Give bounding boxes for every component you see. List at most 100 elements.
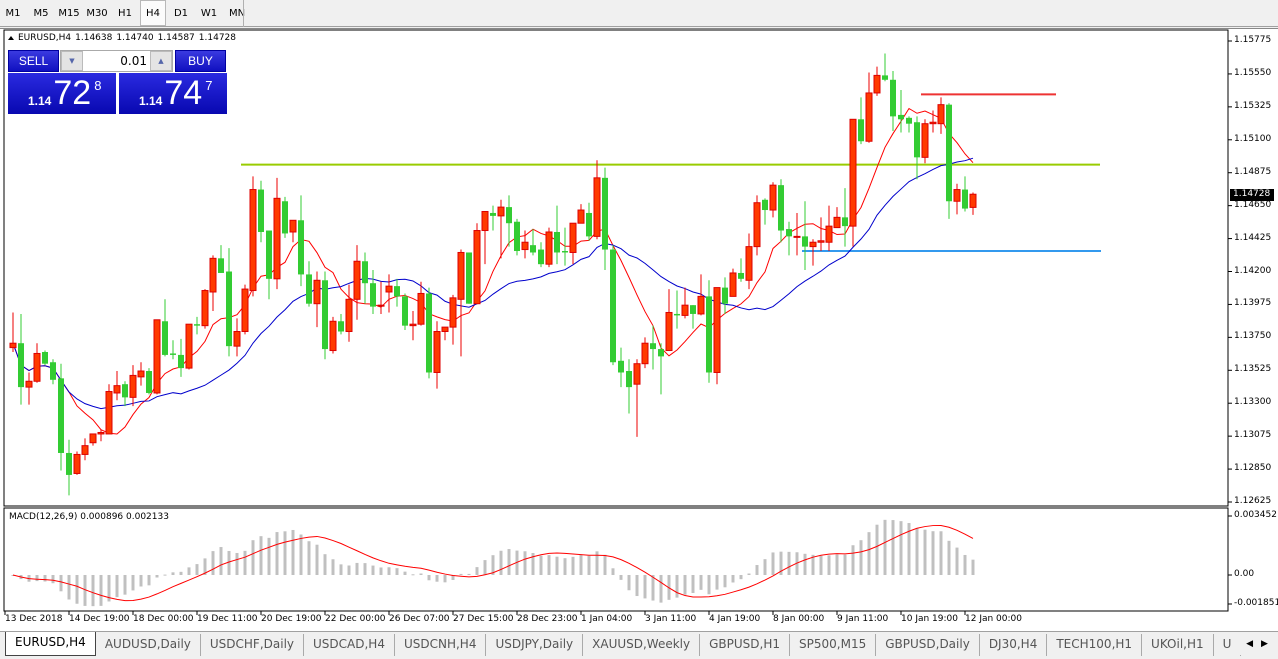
timeframe-m15[interactable]: M15 bbox=[58, 7, 80, 19]
candle-body bbox=[58, 378, 64, 453]
macd-histogram-bar bbox=[771, 552, 775, 575]
candle-body bbox=[690, 305, 696, 314]
macd-histogram-bar bbox=[139, 575, 143, 587]
timeframe-m1[interactable]: M1 bbox=[5, 7, 21, 19]
price-tick-label: 1.14200 bbox=[1234, 265, 1272, 276]
scroll-right-icon[interactable]: ▶ bbox=[1261, 639, 1268, 649]
lot-decrease-icon[interactable]: ▼ bbox=[61, 51, 83, 71]
macd-histogram-bar bbox=[259, 536, 263, 575]
candle-body bbox=[194, 324, 200, 326]
macd-histogram-bar bbox=[483, 560, 487, 575]
macd-histogram-bar bbox=[787, 551, 791, 575]
timeframe-h1[interactable]: H1 bbox=[118, 7, 132, 19]
chart-tab[interactable]: UKOil,H1 bbox=[1142, 634, 1214, 656]
macd-panel-frame bbox=[3, 507, 1229, 612]
candle-body bbox=[426, 293, 432, 373]
macd-histogram-bar bbox=[563, 558, 567, 575]
candle-body bbox=[706, 296, 712, 373]
timeframe-mn[interactable]: MN bbox=[228, 7, 246, 19]
candle-body bbox=[402, 296, 408, 326]
candle-body bbox=[241, 288, 249, 333]
timeframe-m30[interactable]: M30 bbox=[86, 7, 108, 19]
lot-increase-icon[interactable]: ▲ bbox=[150, 51, 172, 71]
sell-button[interactable]: SELL bbox=[8, 50, 59, 72]
chart-tab[interactable]: GBPUSD,H1 bbox=[700, 634, 791, 656]
price-tick-label: 1.13300 bbox=[1234, 397, 1272, 408]
macd-histogram-bar bbox=[651, 575, 655, 601]
candle-body bbox=[490, 212, 496, 216]
candle-body bbox=[937, 104, 945, 125]
timeframe-h4[interactable]: H4 bbox=[140, 0, 166, 26]
macd-label: MACD(12,26,9) 0.000896 0.002133 bbox=[9, 512, 169, 522]
candle-body bbox=[586, 212, 592, 237]
chart-tab[interactable]: TECH100,H1 bbox=[1047, 634, 1143, 656]
candle-body bbox=[890, 79, 896, 117]
chart-tab[interactable]: USDJPY,Daily bbox=[486, 634, 584, 656]
chart-window[interactable] bbox=[0, 28, 1278, 631]
date-tick-label: 10 Jan 19:00 bbox=[901, 614, 958, 624]
candle-body bbox=[921, 123, 929, 158]
macd-histogram-bar bbox=[555, 556, 559, 575]
candle-body bbox=[185, 323, 193, 369]
chart-tab[interactable]: GBPUSD,Daily bbox=[876, 634, 980, 656]
candle-body bbox=[969, 193, 977, 208]
candle-body bbox=[778, 185, 784, 231]
macd-histogram-bar bbox=[395, 568, 399, 575]
chart-tab[interactable]: EURUSD,H4 bbox=[5, 632, 96, 656]
sell-price-box[interactable]: 1.14 72 8 bbox=[8, 73, 116, 114]
macd-histogram-bar bbox=[907, 523, 911, 575]
high-value: 1.14740 bbox=[116, 33, 154, 43]
macd-histogram-bar bbox=[147, 575, 151, 586]
macd-histogram-bar bbox=[227, 550, 231, 575]
macd-histogram-bar bbox=[283, 531, 287, 575]
timeframe-m5[interactable]: M5 bbox=[33, 7, 49, 19]
lot-size-input[interactable]: 0.01 bbox=[83, 51, 150, 71]
chart-tab[interactable]: USDCAD,H4 bbox=[304, 634, 395, 656]
lot-size-stepper[interactable]: ▼ 0.01 ▲ bbox=[60, 50, 173, 72]
candle-body bbox=[738, 272, 744, 279]
macd-histogram-bar bbox=[67, 575, 71, 600]
chart-tab[interactable]: AUDUSD,Daily bbox=[96, 634, 201, 656]
price-tick-label: 1.14425 bbox=[1234, 232, 1272, 243]
timeframe-w1[interactable]: W1 bbox=[200, 7, 218, 19]
candle-body bbox=[289, 219, 297, 233]
date-tick-label: 1 Jan 04:00 bbox=[581, 614, 633, 624]
candle-body bbox=[178, 354, 184, 369]
macd-histogram-bar bbox=[51, 575, 55, 584]
chart-tab[interactable]: USDCNH,H4 bbox=[395, 634, 487, 656]
candle-body bbox=[650, 343, 656, 350]
macd-histogram-bar bbox=[659, 575, 663, 603]
candle-body bbox=[66, 452, 72, 475]
macd-histogram-bar bbox=[235, 552, 239, 575]
buy-price-box[interactable]: 1.14 74 7 bbox=[119, 73, 227, 114]
candle-body bbox=[249, 189, 257, 292]
collapse-triangle-icon[interactable] bbox=[8, 36, 14, 40]
date-tick-label: 8 Jan 00:00 bbox=[773, 614, 825, 624]
buy-button[interactable]: BUY bbox=[175, 50, 226, 72]
macd-histogram-bar bbox=[427, 575, 431, 581]
toolbar-divider bbox=[243, 0, 244, 27]
candle-body bbox=[170, 353, 176, 355]
timeframe-d1[interactable]: D1 bbox=[173, 7, 189, 19]
tab-scroll[interactable]: ◀ ▶ bbox=[1236, 633, 1278, 655]
candle-body bbox=[306, 274, 312, 304]
macd-histogram-bar bbox=[211, 551, 215, 575]
chart-tab[interactable]: SP500,M15 bbox=[790, 634, 877, 656]
candle-body bbox=[201, 290, 209, 327]
chart-tab[interactable]: XAUUSD,Weekly bbox=[583, 634, 701, 656]
candle-body bbox=[753, 202, 761, 248]
candle-body bbox=[417, 292, 425, 325]
chart-tab[interactable]: USDCHF,Daily bbox=[201, 634, 305, 656]
candle-body bbox=[153, 319, 161, 394]
candle-body bbox=[577, 209, 585, 224]
candle-body bbox=[858, 119, 864, 142]
sell-price-pips: 72 bbox=[53, 74, 92, 112]
candle-body bbox=[233, 331, 241, 347]
candle-body bbox=[394, 286, 400, 297]
candle-body bbox=[865, 92, 873, 142]
macd-histogram-bar bbox=[723, 575, 727, 588]
chart-tab[interactable]: DJ30,H4 bbox=[980, 634, 1048, 656]
scroll-left-icon[interactable]: ◀ bbox=[1246, 639, 1253, 649]
macd-histogram-bar bbox=[291, 529, 295, 575]
